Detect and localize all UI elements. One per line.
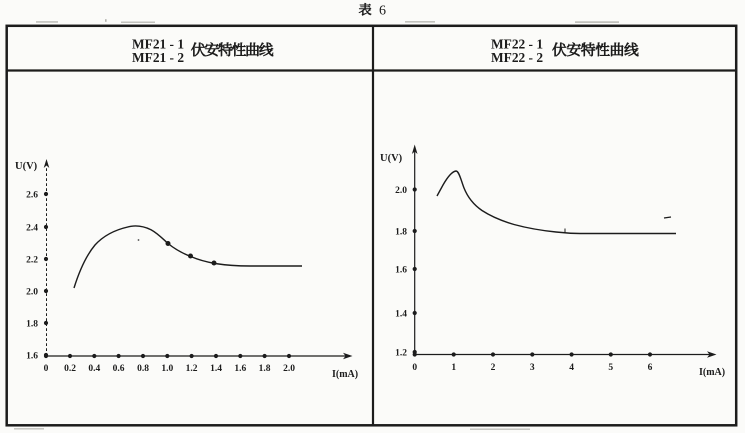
svg-text:MF22 - 1: MF22 - 1 (491, 37, 543, 52)
svg-text:1.2: 1.2 (186, 364, 198, 374)
svg-text:U(V): U(V) (380, 153, 403, 164)
svg-text:MF21 - 2: MF21 - 2 (132, 50, 184, 65)
svg-text:MF21 - 1: MF21 - 1 (132, 37, 184, 52)
svg-text:I(mA): I(mA) (699, 367, 725, 378)
svg-text:0.8: 0.8 (137, 364, 149, 374)
svg-text:U(V): U(V) (15, 161, 38, 172)
svg-text:0: 0 (412, 363, 417, 373)
svg-text:1.8: 1.8 (26, 320, 38, 330)
svg-text:2.2: 2.2 (26, 256, 38, 266)
svg-text:0.4: 0.4 (88, 364, 100, 374)
svg-text:1.6: 1.6 (26, 352, 38, 362)
svg-text:2: 2 (491, 363, 496, 373)
svg-text:1.0: 1.0 (161, 364, 173, 374)
svg-text:4: 4 (569, 363, 574, 373)
svg-text:2.4: 2.4 (26, 224, 38, 234)
svg-text:1.6: 1.6 (395, 266, 407, 276)
svg-text:5: 5 (608, 363, 613, 373)
svg-text:2.0: 2.0 (395, 186, 407, 196)
svg-text:6: 6 (648, 363, 653, 373)
svg-text:2.6: 2.6 (26, 191, 38, 201)
svg-text:1.6: 1.6 (234, 364, 246, 374)
svg-text:0.2: 0.2 (64, 364, 76, 374)
svg-text:0: 0 (44, 364, 49, 374)
svg-text:1.4: 1.4 (210, 364, 222, 374)
svg-text:1.2: 1.2 (395, 349, 407, 359)
svg-text:I(mA): I(mA) (332, 369, 358, 380)
svg-text:1.8: 1.8 (395, 228, 407, 238)
svg-text:1.4: 1.4 (395, 310, 407, 320)
svg-text:1.8: 1.8 (259, 364, 271, 374)
svg-text:0.6: 0.6 (113, 364, 125, 374)
svg-text:3: 3 (530, 363, 535, 373)
svg-text:2.0: 2.0 (26, 288, 38, 298)
svg-text:1: 1 (451, 363, 456, 373)
svg-text:MF22 - 2: MF22 - 2 (491, 50, 543, 65)
svg-text:6: 6 (379, 4, 386, 19)
svg-text:2.0: 2.0 (283, 364, 295, 374)
